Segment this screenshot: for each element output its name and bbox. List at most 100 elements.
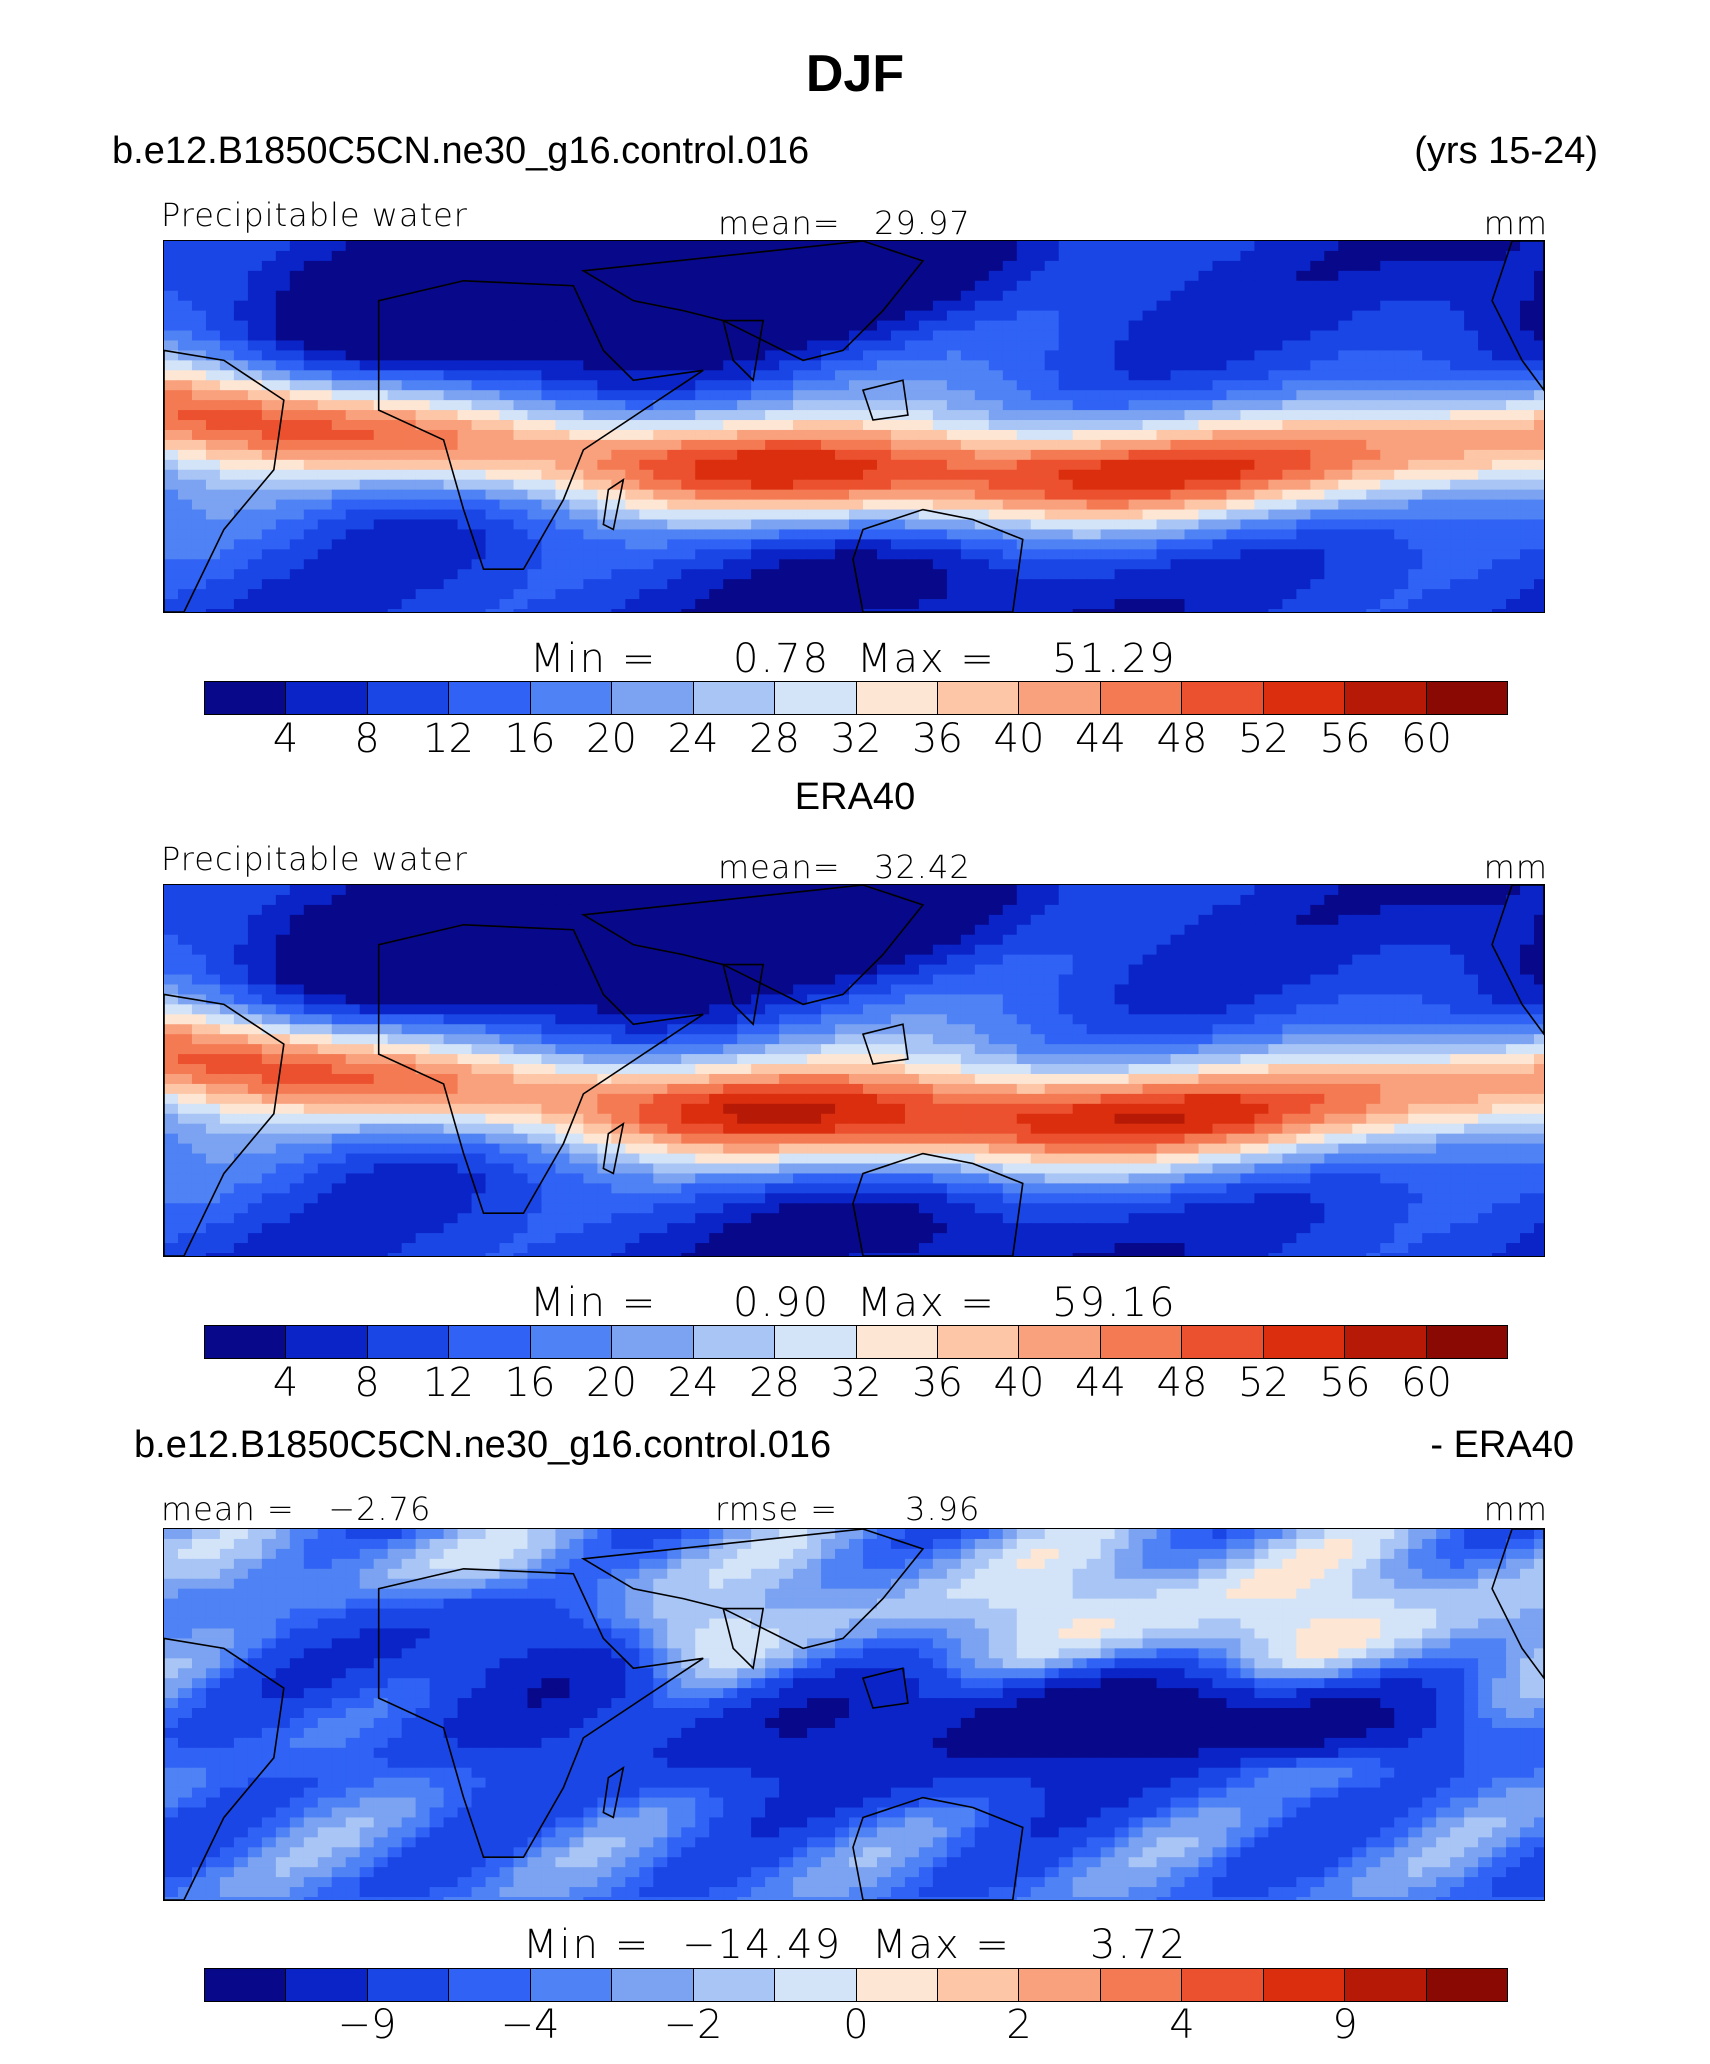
panel2-map-plot: [164, 885, 1544, 1256]
panel1-mean: mean= 29.97: [718, 204, 971, 242]
panel3-max-label: Max =: [872, 1922, 1011, 1968]
map-field-cells: [164, 1529, 1544, 1900]
colorbar-tick-label: 28: [749, 1360, 800, 1406]
colorbar-tick-label: 56: [1319, 716, 1371, 762]
colorbar-tick-label: 9: [1332, 2002, 1358, 2048]
colorbar-tick-label: 52: [1238, 716, 1289, 762]
panel1-field-label: Precipitable water: [161, 196, 468, 234]
colorbar-tick-label: 12: [423, 716, 474, 762]
panel1-map: [163, 240, 1545, 613]
panel2-mean: mean= 32.42: [718, 848, 971, 886]
colorbar-tick-label: 8: [354, 716, 380, 762]
panel1-min-value: 0.78: [733, 636, 831, 682]
panel1-colorbar: [204, 681, 1508, 715]
colorbar-swatch: [530, 1969, 613, 2001]
map-field-cells: [164, 885, 1544, 1256]
colorbar-swatch: [1345, 1326, 1427, 1358]
colorbar-swatch: [1019, 682, 1101, 714]
colorbar-tick-label: 4: [272, 1360, 299, 1406]
panel1-case-name: b.e12.B1850C5CN.ne30_g16.control.016: [112, 130, 810, 172]
asia-outline: [580, 241, 925, 362]
colorbar-swatch: [1426, 682, 1507, 714]
colorbar-tick-label: 44: [1075, 716, 1126, 762]
colorbar-tick-label: 24: [667, 716, 719, 762]
colorbar-tick-label: −4: [500, 2002, 560, 2048]
colorbar-swatch: [612, 1326, 694, 1358]
map-field-cells: [164, 241, 1544, 612]
panel1-max-value: 51.29: [1052, 636, 1177, 682]
colorbar-tick-label: 40: [993, 716, 1045, 762]
panel1-map-plot: [164, 241, 1544, 612]
panel3-map-plot: [164, 1529, 1544, 1900]
colorbar-swatch: [1019, 1969, 1101, 2001]
colorbar-tick-label: 60: [1401, 1360, 1452, 1406]
panel3-colorbar: [204, 1968, 1508, 2002]
colorbar-tick-label: 20: [586, 1360, 637, 1406]
panel3-min-label: Min =: [523, 1922, 651, 1968]
colorbar-tick-label: 48: [1156, 716, 1208, 762]
colorbar-tick-label: 8: [354, 1360, 380, 1406]
panel2-field-label: Precipitable water: [161, 840, 468, 878]
colorbar-tick-label: 36: [912, 716, 963, 762]
colorbar-swatch: [449, 682, 531, 714]
colorbar-swatch: [449, 1969, 531, 2001]
panel2-units: mm: [1483, 848, 1548, 886]
colorbar-swatch: [775, 1969, 857, 2001]
colorbar-swatch: [1100, 682, 1183, 714]
colorbar-tick-label: 16: [504, 1360, 556, 1406]
africa-outline: [377, 1567, 704, 1859]
panel2-colorbar: [204, 1325, 1508, 1359]
colorbar-tick-label: 32: [830, 1360, 882, 1406]
panel2-map: [163, 884, 1545, 1257]
south-america-outline: [164, 1637, 285, 1900]
africa-outline: [377, 923, 704, 1215]
colorbar-swatch: [856, 1326, 938, 1358]
colorbar-tick-label: 24: [667, 1360, 719, 1406]
australia-outline: [852, 1152, 1024, 1256]
colorbar-swatch: [937, 682, 1020, 714]
colorbar-tick-label: 52: [1238, 1360, 1289, 1406]
colorbar-swatch: [1345, 1969, 1427, 2001]
colorbar-tick-label: 32: [830, 716, 882, 762]
colorbar-swatch: [1263, 1326, 1346, 1358]
panel2-colorbar-ticks: 4 8 12 16 20 24 28 32 36 40 44 48 52 56 60: [204, 1360, 1508, 1410]
colorbar-swatch: [1182, 1969, 1264, 2001]
colorbar-swatch: [449, 1326, 531, 1358]
india-outline: [722, 963, 765, 1026]
colorbar-tick-label: 12: [423, 1360, 474, 1406]
borneo-outline: [861, 1667, 909, 1709]
colorbar-swatch: [367, 682, 450, 714]
colorbar-swatch: [367, 1969, 450, 2001]
figure-title: DJF: [805, 45, 905, 103]
colorbar-swatch: [612, 682, 694, 714]
panel2-max-label: Max =: [857, 1280, 996, 1326]
colorbar-tick-label: 40: [993, 1360, 1045, 1406]
panel2-dataset-name: ERA40: [794, 776, 916, 818]
colorbar-tick-label: 4: [1169, 2002, 1195, 2048]
colorbar-swatch: [530, 1326, 613, 1358]
south-america-outline: [164, 993, 285, 1256]
panel2-max-value: 59.16: [1052, 1280, 1177, 1326]
colorbar-tick-label: −2: [663, 2002, 723, 2048]
borneo-outline: [861, 379, 909, 421]
colorbar-swatch: [1100, 1969, 1183, 2001]
madagascar-outline: [602, 477, 625, 531]
colorbar-swatch: [856, 1969, 938, 2001]
colorbar-swatch: [205, 682, 287, 714]
colorbar-tick-label: 20: [586, 716, 637, 762]
africa-outline: [377, 279, 704, 571]
central-america-outline: [1491, 885, 1544, 1036]
colorbar-swatch: [693, 1326, 776, 1358]
panel3-min-value: −14.49: [682, 1922, 843, 1968]
panel2-min-label: Min =: [530, 1280, 658, 1326]
colorbar-swatch: [1019, 1326, 1101, 1358]
australia-outline: [852, 508, 1024, 612]
colorbar-swatch: [1263, 682, 1346, 714]
india-outline: [722, 1607, 765, 1670]
colorbar-swatch: [1100, 1326, 1183, 1358]
colorbar-swatch: [1263, 1969, 1346, 2001]
colorbar-swatch: [937, 1969, 1020, 2001]
india-outline: [722, 319, 765, 382]
colorbar-swatch: [775, 1326, 857, 1358]
panel1-max-label: Max =: [857, 636, 996, 682]
